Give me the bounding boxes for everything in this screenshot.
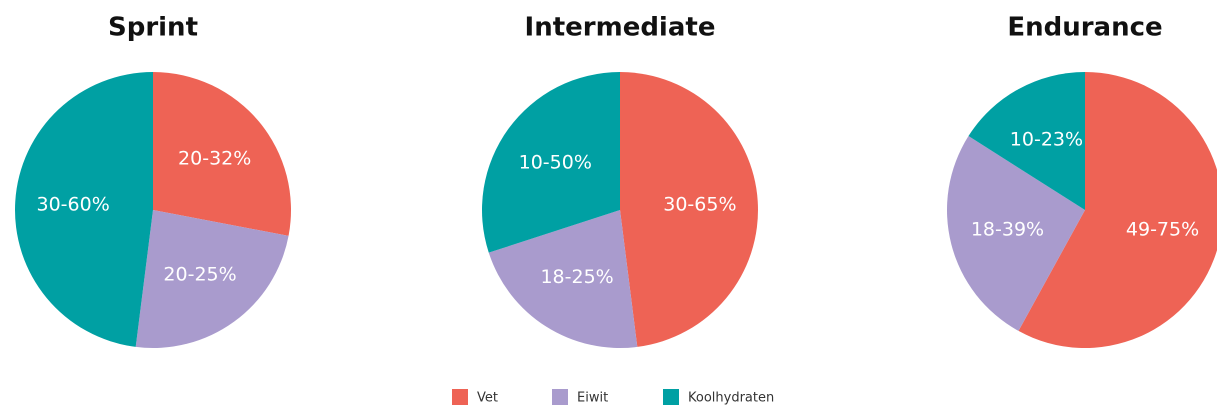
chart-title: Intermediate [525, 13, 716, 43]
pie-slice [135, 210, 289, 349]
slice-label: 10-23% [1010, 128, 1083, 150]
slice-label: 20-32% [178, 147, 251, 169]
pie-slice [1018, 72, 1217, 348]
chart-title: Sprint [108, 13, 198, 43]
slice-label: 49-75% [1126, 218, 1199, 240]
chart-title: Endurance [1007, 13, 1162, 43]
slice-label: 18-39% [971, 218, 1044, 240]
pie-slice [482, 72, 620, 253]
pie-slice [488, 210, 638, 348]
slice-label: 20-25% [163, 263, 236, 285]
legend-swatch [552, 389, 568, 405]
slice-label: 10-50% [519, 151, 592, 173]
legend-label: Eiwit [577, 391, 608, 406]
legend-label: Vet [477, 391, 498, 406]
slice-label: 30-65% [663, 193, 736, 215]
legend-label: Koolhydraten [688, 391, 774, 406]
slice-label: 30-60% [36, 193, 109, 215]
slice-label: 18-25% [540, 266, 613, 288]
pie-slice [153, 72, 291, 236]
pie-slice [946, 136, 1085, 331]
pie-slice [968, 72, 1085, 210]
pie-slice [14, 71, 153, 347]
pie-slice [620, 72, 759, 347]
legend-swatch [663, 389, 679, 405]
legend-swatch [452, 389, 468, 405]
